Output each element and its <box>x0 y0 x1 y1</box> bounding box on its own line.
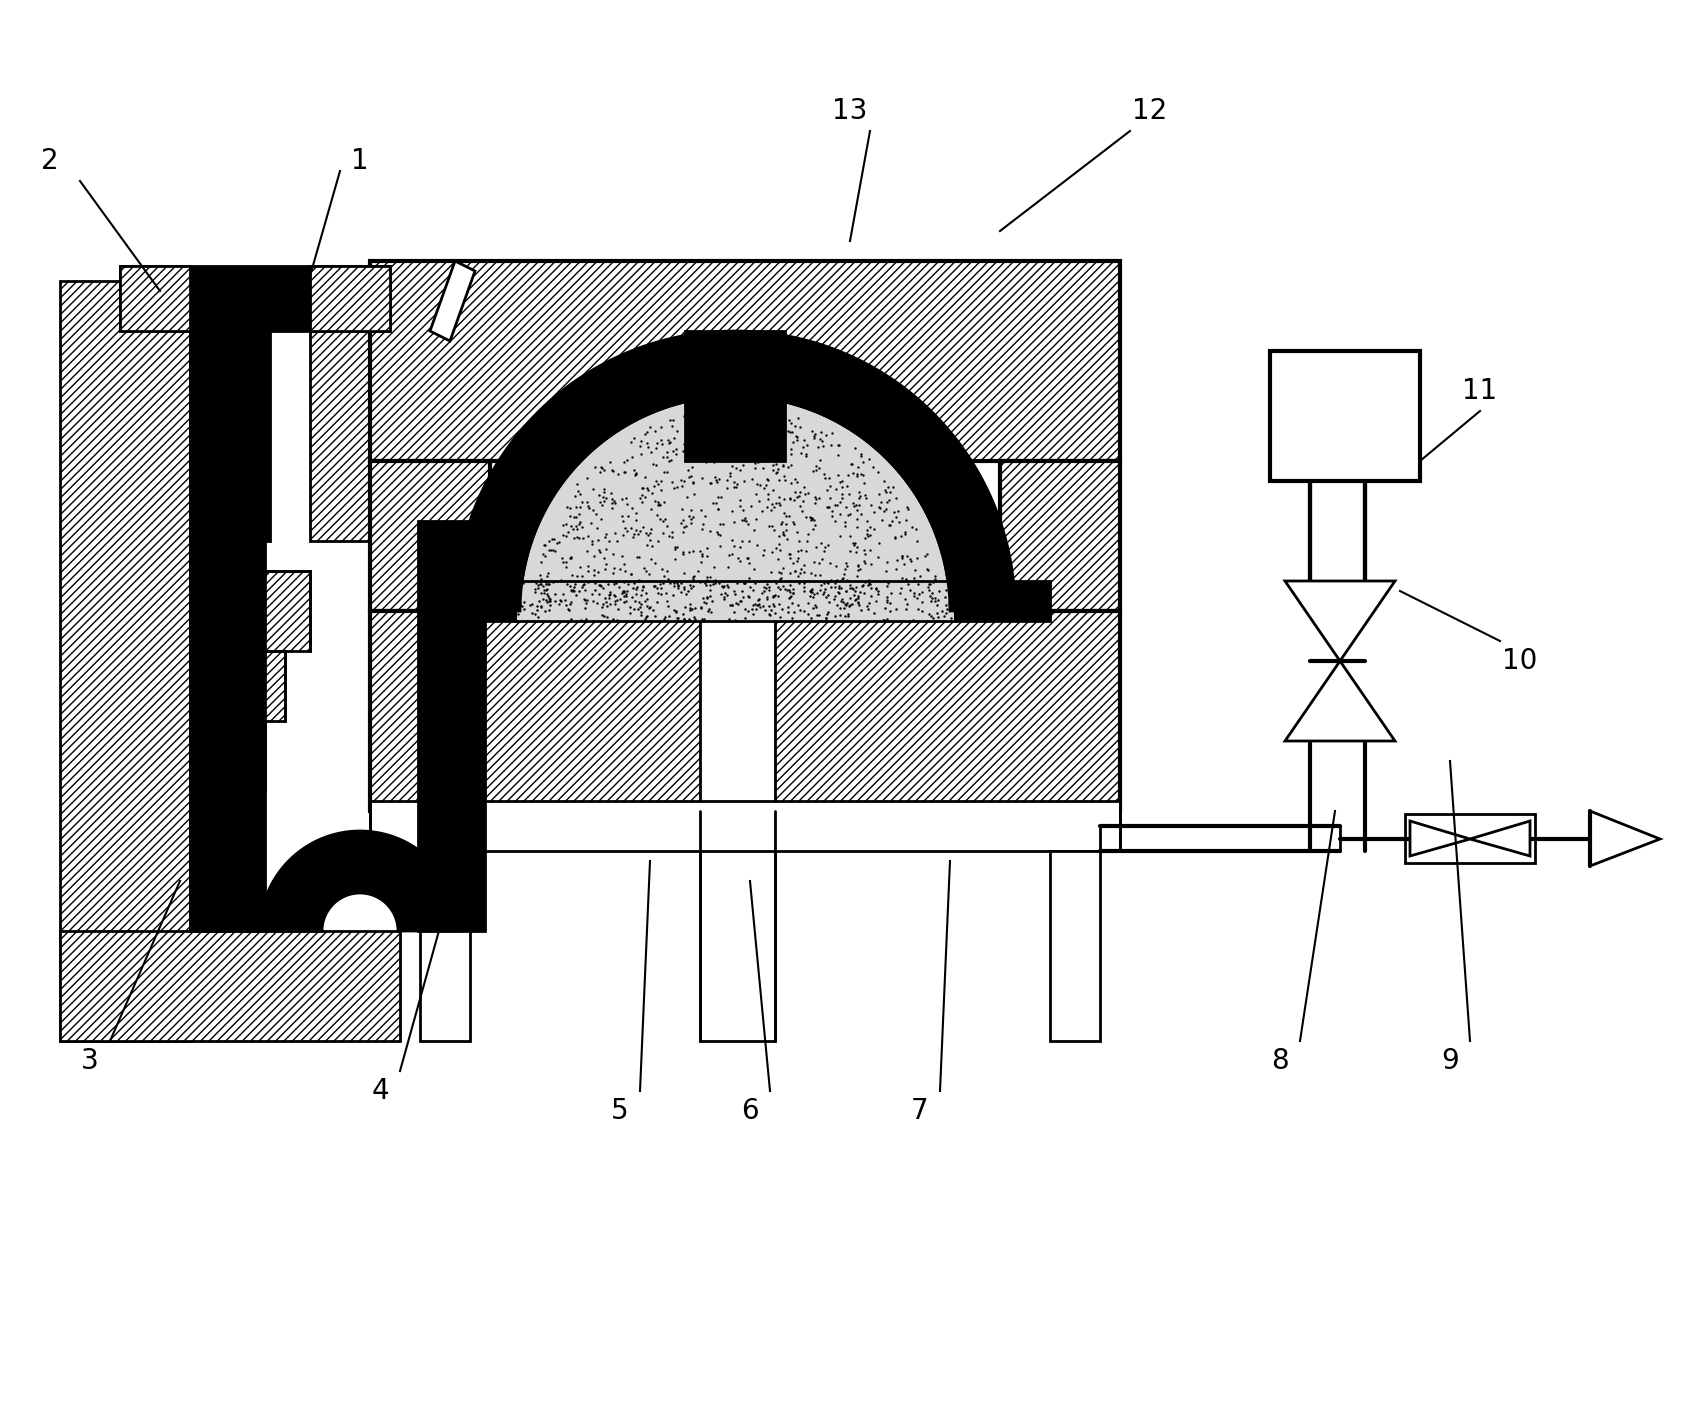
Polygon shape <box>259 831 460 931</box>
Polygon shape <box>515 581 955 621</box>
Text: 4: 4 <box>372 1077 389 1105</box>
Polygon shape <box>430 261 474 341</box>
Text: 13: 13 <box>832 97 868 126</box>
Polygon shape <box>520 396 950 611</box>
Text: 9: 9 <box>1441 1047 1458 1075</box>
Text: 10: 10 <box>1502 648 1536 674</box>
Polygon shape <box>1589 811 1659 866</box>
Text: 6: 6 <box>740 1096 759 1125</box>
Polygon shape <box>999 461 1120 611</box>
Polygon shape <box>310 281 399 540</box>
Polygon shape <box>685 332 784 461</box>
Polygon shape <box>60 931 399 1041</box>
Polygon shape <box>419 581 515 621</box>
Polygon shape <box>699 611 774 1041</box>
Polygon shape <box>419 851 469 1041</box>
Text: 2: 2 <box>41 147 58 175</box>
Polygon shape <box>240 721 264 792</box>
Polygon shape <box>370 261 1120 461</box>
Polygon shape <box>1269 351 1419 481</box>
Text: 5: 5 <box>610 1096 629 1125</box>
Polygon shape <box>1284 660 1395 741</box>
Polygon shape <box>370 461 489 611</box>
Polygon shape <box>240 571 310 650</box>
Text: 11: 11 <box>1461 377 1497 405</box>
Polygon shape <box>1470 821 1529 856</box>
Text: 3: 3 <box>82 1047 99 1075</box>
Text: 7: 7 <box>910 1096 928 1125</box>
Polygon shape <box>1049 851 1100 1041</box>
Polygon shape <box>60 281 189 1041</box>
Polygon shape <box>240 650 285 721</box>
Text: 12: 12 <box>1132 97 1166 126</box>
Polygon shape <box>1284 581 1395 660</box>
Polygon shape <box>370 611 1120 811</box>
Polygon shape <box>1408 821 1470 856</box>
Polygon shape <box>210 332 269 540</box>
Polygon shape <box>955 581 1049 621</box>
Polygon shape <box>310 267 390 332</box>
Polygon shape <box>189 332 264 931</box>
Text: 1: 1 <box>351 147 368 175</box>
Polygon shape <box>119 267 390 332</box>
Polygon shape <box>455 332 1014 611</box>
Text: 8: 8 <box>1270 1047 1287 1075</box>
Polygon shape <box>119 267 189 332</box>
Polygon shape <box>418 521 484 931</box>
Polygon shape <box>370 801 1120 851</box>
